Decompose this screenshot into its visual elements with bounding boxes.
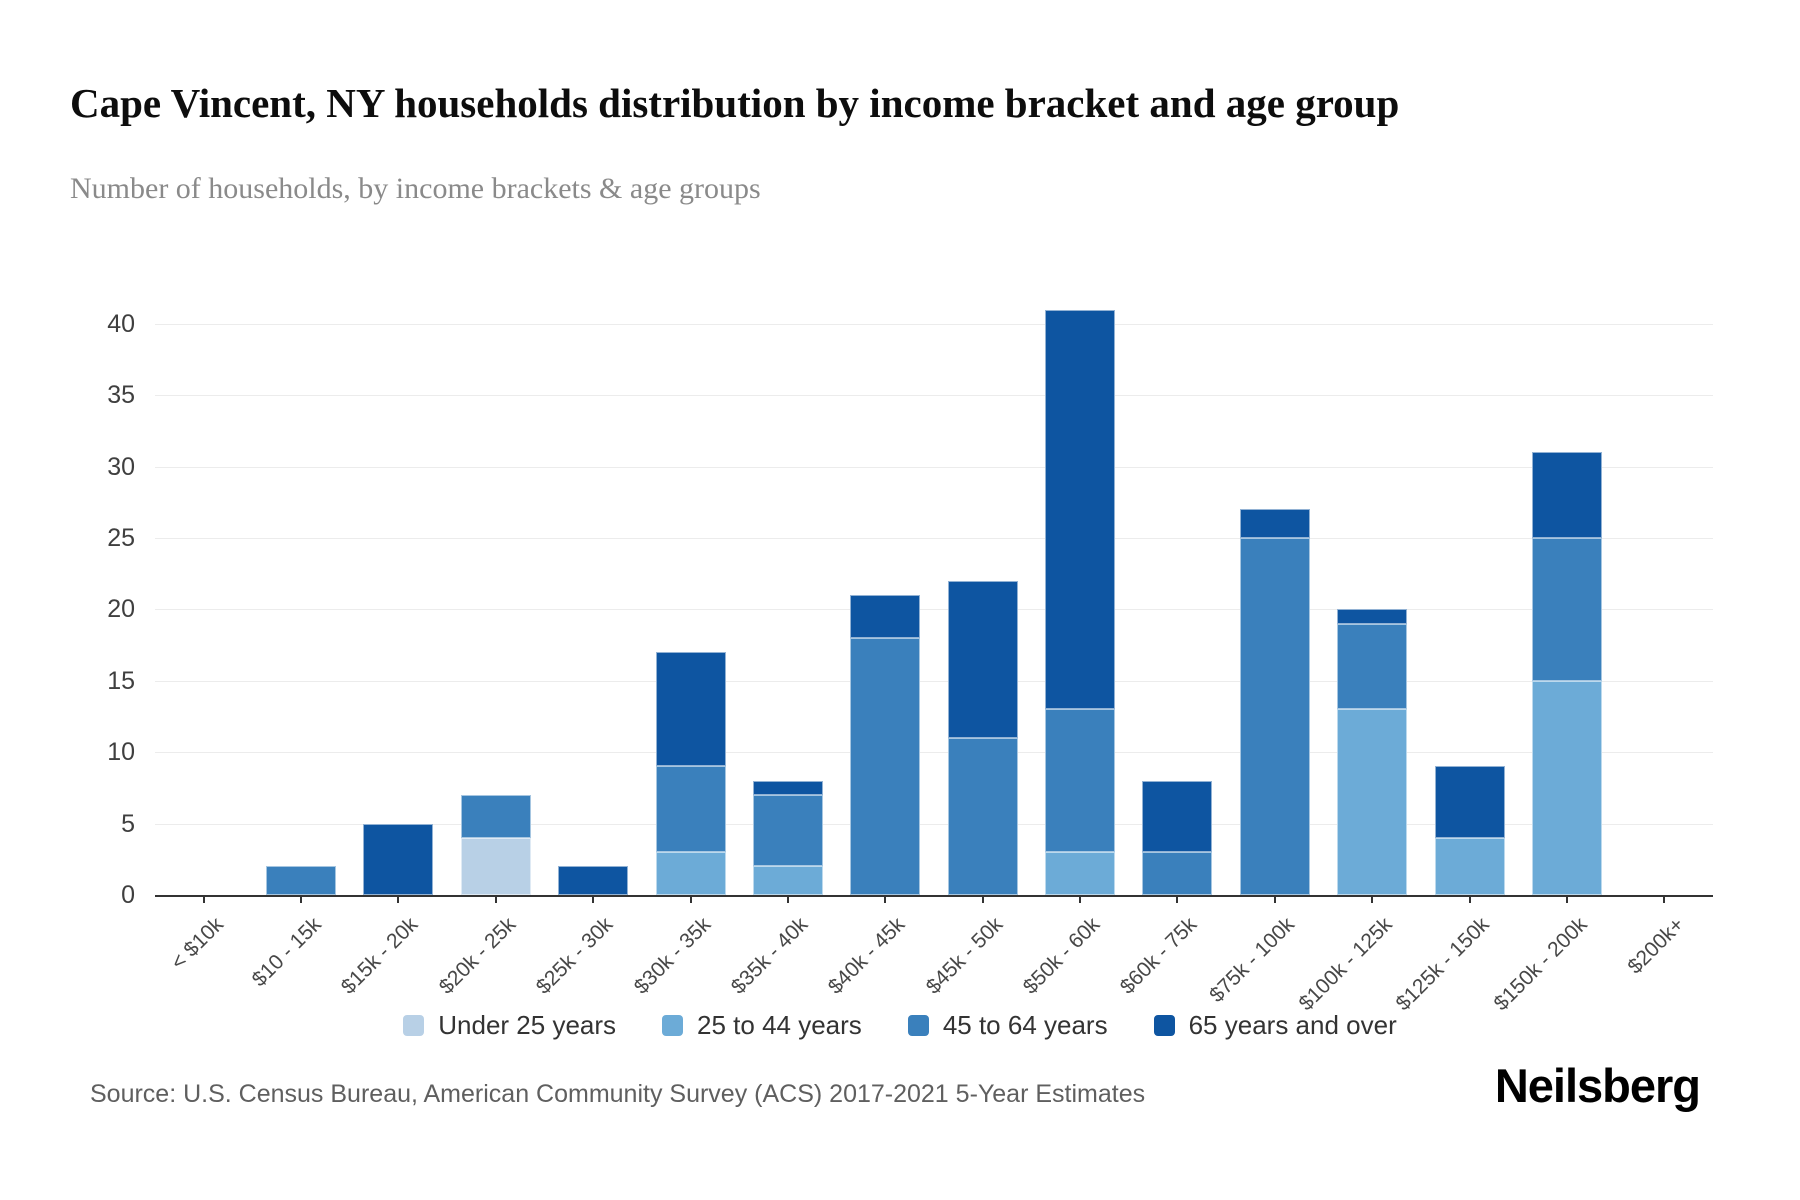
gridline (155, 823, 1713, 825)
bar-segment[interactable] (752, 795, 823, 867)
y-axis-label: 15 (107, 666, 135, 695)
x-axis-tick (494, 896, 497, 903)
x-axis-tick (981, 896, 984, 903)
page-title: Cape Vincent, NY households distribution… (70, 80, 1400, 127)
x-axis-label: $100k - 125k (1294, 913, 1397, 1016)
bar-segment[interactable] (850, 637, 921, 895)
y-axis-label: 10 (107, 738, 135, 767)
x-axis-label: < $10k (166, 913, 228, 975)
legend-label: 65 years and over (1188, 1010, 1397, 1040)
bar-segment[interactable] (1142, 852, 1213, 895)
legend-item[interactable]: Under 25 years (403, 1010, 616, 1041)
legend-label: 45 to 64 years (942, 1010, 1108, 1040)
bar-segment[interactable] (1142, 780, 1213, 853)
bar-segment[interactable] (655, 852, 726, 895)
x-axis-line (155, 895, 1713, 897)
bar-segment[interactable] (850, 595, 921, 638)
x-axis-label: $15k - 20k (337, 913, 423, 999)
bar-segment[interactable] (947, 580, 1018, 738)
x-axis-label: $20k - 25k (434, 913, 521, 999)
x-axis-label: $25k - 30k (531, 913, 618, 999)
gridline (155, 752, 1713, 754)
bar-segment[interactable] (1531, 680, 1602, 895)
bar-segment[interactable] (1239, 538, 1310, 895)
bar-segment[interactable] (1434, 837, 1505, 895)
x-axis-tick (1371, 896, 1374, 903)
x-axis-tick (397, 896, 400, 903)
brand-logo: Neilsberg (1494, 1059, 1701, 1112)
bar-segment[interactable] (363, 823, 434, 895)
gridline (155, 680, 1713, 682)
bar-segment[interactable] (1531, 452, 1602, 538)
x-axis-label: $125k - 150k (1391, 913, 1494, 1016)
bar-segment[interactable] (1434, 766, 1505, 838)
gridline (155, 466, 1713, 468)
bar-segment[interactable] (558, 866, 629, 895)
bar-segment[interactable] (1045, 709, 1116, 853)
x-axis-label: $45k - 50k (921, 913, 1007, 999)
legend: Under 25 years 25 to 44 years 45 to 64 yea… (30, 1010, 1770, 1041)
gridline (155, 323, 1713, 325)
bar-segment[interactable] (1337, 623, 1408, 710)
x-axis-tick (592, 896, 595, 903)
x-axis-label: $150k - 200k (1489, 913, 1592, 1016)
bar-segment[interactable] (752, 866, 823, 895)
y-axis-label: 30 (107, 452, 135, 481)
y-axis-label: 20 (107, 595, 135, 624)
bar-segment[interactable] (460, 837, 531, 895)
x-axis-label: $35k - 40k (726, 913, 813, 999)
x-axis-tick (1565, 896, 1568, 903)
y-axis-label: 5 (121, 809, 135, 838)
x-axis-tick (689, 896, 692, 903)
legend-label: Under 25 years (438, 1010, 617, 1040)
legend-swatch-icon (403, 1015, 425, 1036)
gridline (155, 395, 1713, 397)
y-axis-label: 0 (121, 881, 135, 909)
bar-segment[interactable] (1337, 609, 1408, 624)
x-axis-tick (786, 896, 789, 903)
bar-segment[interactable] (752, 780, 823, 796)
x-axis-tick (1079, 896, 1082, 903)
bar-segment[interactable] (1531, 538, 1602, 681)
bar-segment[interactable] (1045, 852, 1116, 895)
legend-swatch-icon (907, 1015, 929, 1036)
bar-segment[interactable] (266, 866, 337, 895)
x-axis-tick (300, 896, 303, 903)
y-axis-label: 40 (107, 309, 135, 338)
gridline (155, 609, 1713, 611)
bar-segment[interactable] (655, 766, 726, 853)
x-axis-label: $75k - 100k (1205, 913, 1300, 1007)
y-axis-label: 25 (107, 524, 135, 552)
legend-item[interactable]: 45 to 64 years (907, 1010, 1108, 1041)
bar-segment[interactable] (460, 795, 531, 838)
x-axis-tick (1468, 896, 1471, 903)
bar-segment[interactable] (1337, 709, 1408, 895)
x-axis-label: $200k+ (1623, 913, 1689, 979)
legend-label: 25 to 44 years (697, 1010, 862, 1040)
x-axis-label: $30k - 35k (629, 913, 715, 999)
x-axis-label: $60k - 75k (1116, 913, 1202, 999)
legend-item[interactable]: 25 to 44 years (662, 1010, 862, 1041)
gridline (155, 538, 1713, 539)
x-axis-label: $10 - 15k (247, 913, 326, 992)
legend-swatch-icon (1153, 1015, 1175, 1036)
legend-item[interactable]: 65 years and over (1153, 1010, 1397, 1041)
source-note: Source: U.S. Census Bureau, American Com… (90, 1080, 1146, 1108)
page-subtitle: Number of households, by income brackets… (70, 172, 761, 205)
x-axis-tick (884, 896, 887, 903)
bar-segment[interactable] (655, 652, 726, 767)
y-axis-label: 35 (107, 381, 135, 410)
legend-swatch-icon (662, 1015, 684, 1036)
x-axis-label: $40k - 45k (823, 913, 910, 999)
x-axis-tick (1663, 896, 1666, 903)
bar-segment[interactable] (947, 737, 1018, 895)
x-axis-tick (202, 896, 205, 903)
bar-segment[interactable] (1239, 509, 1310, 538)
x-axis-tick (1273, 896, 1276, 903)
bar-segment[interactable] (1045, 309, 1116, 710)
x-axis-label: $50k - 60k (1018, 913, 1105, 999)
x-axis-tick (1176, 896, 1179, 903)
